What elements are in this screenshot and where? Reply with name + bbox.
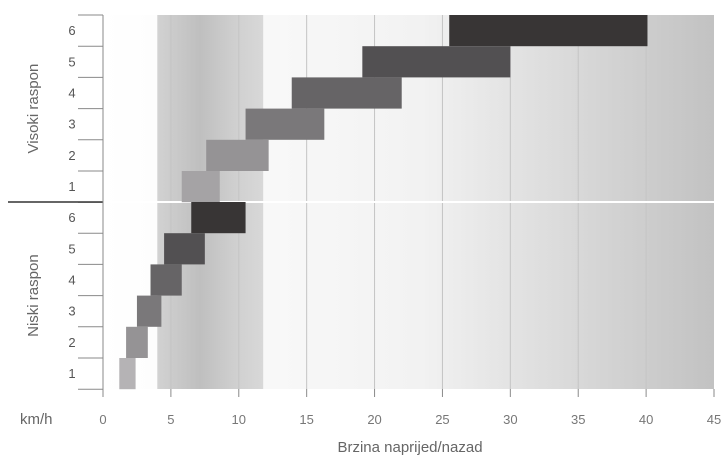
bar-low-gear-1	[119, 358, 136, 390]
bar-low-gear-5	[164, 233, 205, 265]
bar-high-gear-5	[362, 46, 511, 78]
gear-label-low-4: 4	[68, 273, 75, 288]
gear-label-high-1: 1	[68, 179, 75, 194]
x-tick-label-30: 30	[503, 412, 517, 427]
gear-label-low-1: 1	[68, 366, 75, 381]
x-unit-label: km/h	[20, 411, 53, 428]
gear-label-high-6: 6	[68, 23, 75, 38]
gear-label-high-4: 4	[68, 86, 75, 101]
gear-label-high-2: 2	[68, 148, 75, 163]
x-tick-labels: 0 5 10 15 20 25 30 35 40 45	[99, 389, 721, 427]
bar-low-gear-3	[136, 295, 162, 327]
x-tick-label-15: 15	[299, 412, 313, 427]
left-axis: 6 5 4 3 2 1 Visoki raspon 6 5 4 3 2 1 Niski raspon	[8, 14, 104, 397]
gear-label-high-5: 5	[68, 54, 75, 69]
gear-bars	[119, 15, 648, 390]
bar-low-gear-4	[150, 264, 182, 296]
x-tick-label-10: 10	[232, 412, 246, 427]
bar-low-gear-2	[126, 326, 148, 358]
bar-high-gear-6	[449, 15, 648, 47]
group-label-1: Niski raspon	[25, 254, 42, 337]
bar-low-gear-6	[191, 202, 246, 234]
gear-label-low-2: 2	[68, 335, 75, 350]
bar-high-gear-1	[181, 171, 220, 203]
bar-high-gear-4	[291, 77, 402, 109]
group-label-0: Visoki raspon	[25, 64, 42, 154]
x-axis-title: Brzina naprijed/nazad	[337, 439, 482, 456]
x-tick-label-20: 20	[367, 412, 381, 427]
x-tick-label-25: 25	[435, 412, 449, 427]
x-tick-label-45: 45	[707, 412, 721, 427]
x-tick-label-35: 35	[571, 412, 585, 427]
x-tick-label-5: 5	[167, 412, 174, 427]
gear-label-low-3: 3	[68, 304, 75, 319]
bar-high-gear-2	[206, 139, 269, 171]
x-tick-label-0: 0	[99, 412, 106, 427]
gear-label-high-3: 3	[68, 117, 75, 132]
bar-high-gear-3	[245, 108, 325, 140]
x-tick-label-40: 40	[639, 412, 653, 427]
gear-label-low-6: 6	[68, 210, 75, 225]
gear-label-low-5: 5	[68, 241, 75, 256]
